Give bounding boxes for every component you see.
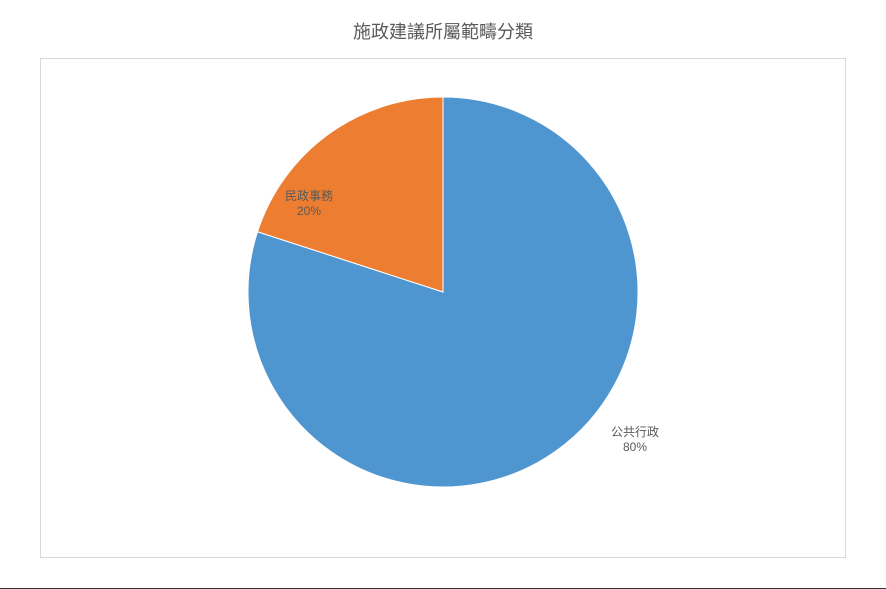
slice-label-percent-0: 80% <box>611 440 659 455</box>
slice-label-percent-1: 20% <box>285 204 333 219</box>
chart-plot-frame: 公共行政80% 民政事務20% <box>40 58 846 558</box>
slice-label-name-0: 公共行政 <box>611 425 659 440</box>
slice-label-0: 公共行政80% <box>611 425 659 455</box>
chart-title: 施政建議所屬範疇分類 <box>0 0 886 44</box>
slice-label-1: 民政事務20% <box>285 189 333 219</box>
chart-container: 施政建議所屬範疇分類 公共行政80% 民政事務20% <box>0 0 886 589</box>
slice-label-name-1: 民政事務 <box>285 189 333 204</box>
pie-svg <box>248 97 638 487</box>
pie-wrap <box>248 97 638 487</box>
